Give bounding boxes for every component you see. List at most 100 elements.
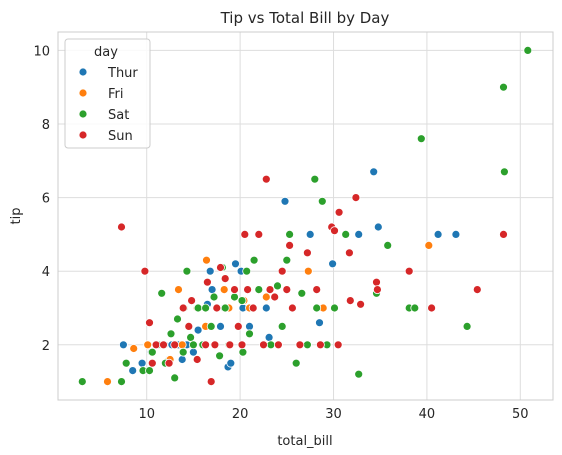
- legend: day Thur Fri Sat Sun: [64, 38, 151, 149]
- data-point: [220, 303, 230, 313]
- data-point: [145, 318, 154, 328]
- data-point: [240, 229, 250, 239]
- data-point: [238, 347, 248, 357]
- data-point: [277, 266, 287, 276]
- x-tick-label: 30: [325, 407, 342, 422]
- data-point: [369, 167, 379, 177]
- data-point: [351, 193, 361, 203]
- chart-title: Tip vs Total Bill by Day: [220, 9, 390, 27]
- legend-title: day: [94, 45, 118, 60]
- data-point: [312, 303, 322, 313]
- data-point: [383, 240, 393, 250]
- data-point: [166, 329, 176, 339]
- data-point: [186, 332, 196, 342]
- data-point: [159, 340, 168, 350]
- legend-marker: [78, 67, 88, 77]
- data-point: [188, 340, 198, 350]
- data-point: [404, 266, 414, 276]
- data-point: [103, 377, 112, 387]
- data-point: [297, 288, 307, 298]
- data-point: [178, 303, 188, 313]
- x-tick-labels: 10 20 30 40 50: [138, 407, 528, 422]
- data-point: [310, 174, 320, 184]
- data-point: [147, 358, 157, 368]
- data-point: [345, 296, 355, 306]
- data-point: [266, 340, 276, 350]
- y-axis-label: tip: [9, 208, 24, 225]
- data-point: [137, 358, 147, 368]
- x-tick-label: 10: [138, 407, 155, 422]
- data-point: [205, 266, 215, 276]
- data-point: [237, 296, 247, 306]
- data-point: [188, 347, 198, 357]
- data-point: [523, 46, 533, 55]
- data-point: [270, 292, 280, 302]
- data-point: [210, 340, 220, 350]
- data-point: [245, 329, 254, 339]
- data-point: [170, 340, 180, 350]
- data-point: [178, 347, 188, 357]
- data-point: [147, 347, 157, 357]
- data-point: [282, 255, 292, 265]
- data-point: [248, 303, 258, 313]
- data-point: [259, 340, 268, 350]
- data-point: [117, 377, 126, 387]
- data-point: [315, 340, 325, 350]
- data-point: [277, 321, 287, 331]
- data-point: [164, 358, 174, 368]
- data-point: [177, 355, 187, 364]
- y-tick-labels: 2 4 6 8 10: [33, 44, 50, 353]
- data-point: [427, 303, 437, 313]
- data-point: [330, 303, 339, 313]
- data-point: [216, 263, 225, 272]
- data-point: [202, 277, 212, 287]
- data-point: [193, 303, 203, 313]
- data-point: [416, 134, 426, 144]
- data-point: [433, 229, 443, 239]
- legend-marker: [78, 109, 88, 119]
- data-point: [305, 229, 315, 239]
- data-point: [201, 340, 211, 350]
- data-point: [245, 321, 254, 331]
- data-point: [334, 207, 344, 217]
- data-point: [182, 266, 192, 276]
- data-point: [206, 377, 216, 387]
- data-point: [356, 299, 366, 309]
- data-point: [315, 318, 324, 328]
- data-point: [280, 196, 290, 206]
- data-point: [354, 369, 364, 379]
- data-point: [312, 285, 322, 295]
- x-tick-label: 20: [232, 407, 249, 422]
- data-point: [192, 355, 202, 364]
- data-point: [372, 277, 381, 287]
- data-point: [215, 351, 225, 361]
- data-point: [254, 285, 264, 295]
- series-sun: [117, 174, 508, 387]
- data-point: [207, 285, 217, 295]
- data-point: [333, 340, 343, 350]
- data-point: [202, 255, 211, 265]
- data-point: [451, 229, 461, 239]
- data-point: [302, 340, 312, 350]
- data-point: [282, 285, 292, 295]
- y-tick-label: 4: [42, 265, 50, 280]
- data-point: [117, 222, 126, 232]
- data-point: [285, 229, 295, 239]
- data-point: [219, 285, 229, 295]
- data-point: [328, 259, 338, 269]
- data-point: [140, 266, 150, 276]
- data-point: [226, 358, 236, 368]
- data-point: [344, 248, 354, 258]
- data-point: [287, 303, 297, 313]
- data-point: [264, 332, 274, 342]
- legend-label: Thur: [107, 66, 138, 81]
- data-point: [230, 292, 239, 302]
- x-tick-label: 50: [512, 407, 529, 422]
- data-point: [212, 303, 222, 313]
- data-point: [424, 240, 434, 250]
- data-point: [193, 325, 203, 335]
- data-point: [265, 285, 275, 295]
- data-point: [187, 296, 197, 306]
- y-tick-label: 6: [42, 192, 50, 207]
- data-point: [499, 229, 508, 239]
